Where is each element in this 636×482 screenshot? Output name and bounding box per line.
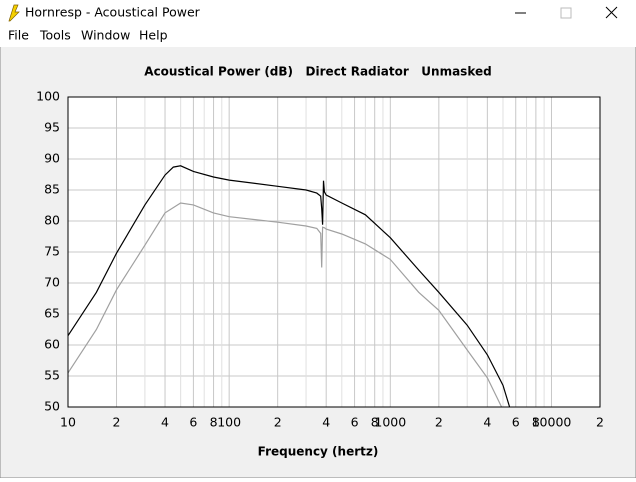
x-tick-label: 8: [532, 415, 540, 430]
y-tick-label: 80: [44, 213, 60, 228]
y-tick-label: 50: [44, 399, 60, 414]
lines: [67, 165, 511, 408]
y-tick-label: 65: [44, 306, 60, 321]
x-tick-label: 10: [60, 415, 76, 430]
x-tick-label: 2: [274, 415, 282, 430]
menu-item[interactable]: Tools: [39, 28, 71, 43]
y-tick-label: 95: [44, 120, 60, 135]
y-tick-label: 85: [44, 182, 60, 197]
x-tick-label: 6: [189, 415, 197, 430]
plot-border: [67, 96, 601, 408]
x-tick-label: 4: [161, 415, 169, 430]
menu-item[interactable]: Help: [139, 28, 168, 43]
x-tick-label: 2: [596, 415, 604, 430]
x-tick-label: 6: [512, 415, 520, 430]
menu-bar: [0, 25, 636, 47]
x-tick-label: 4: [483, 415, 491, 430]
chart-title: Acoustical Power (dB) Direct Radiator Un…: [144, 65, 491, 79]
y-tick-label: 70: [44, 275, 60, 290]
x-tick-label: 2: [113, 415, 121, 430]
x-tick-label: 8: [210, 415, 218, 430]
title-bar: [0, 0, 636, 25]
app-icon: [8, 4, 20, 22]
maximize-button[interactable]: [560, 7, 572, 19]
x-tick-label: 2: [435, 415, 443, 430]
y-tick-label: 55: [44, 368, 60, 383]
y-tick-label: 90: [44, 151, 60, 166]
x-tick-label: 10000: [532, 415, 572, 430]
x-tick-label: 1000: [374, 415, 406, 430]
x-tick-label: 6: [351, 415, 359, 430]
close-button[interactable]: [605, 6, 618, 19]
x-tick-label: 100: [217, 415, 241, 430]
series-line: [67, 165, 511, 408]
x-tick-label: 4: [322, 415, 330, 430]
series-line: [67, 202, 503, 408]
menu-item[interactable]: File: [8, 28, 29, 43]
y-tick-label: 60: [44, 337, 60, 352]
window-title: Hornresp - Acoustical Power: [25, 5, 201, 20]
x-tick-label: 8: [371, 415, 379, 430]
y-tick-label: 75: [44, 244, 60, 259]
x-axis-label: Frequency (hertz): [258, 445, 379, 459]
menu-item[interactable]: Window: [81, 28, 130, 43]
y-tick-label: 100: [36, 89, 60, 104]
